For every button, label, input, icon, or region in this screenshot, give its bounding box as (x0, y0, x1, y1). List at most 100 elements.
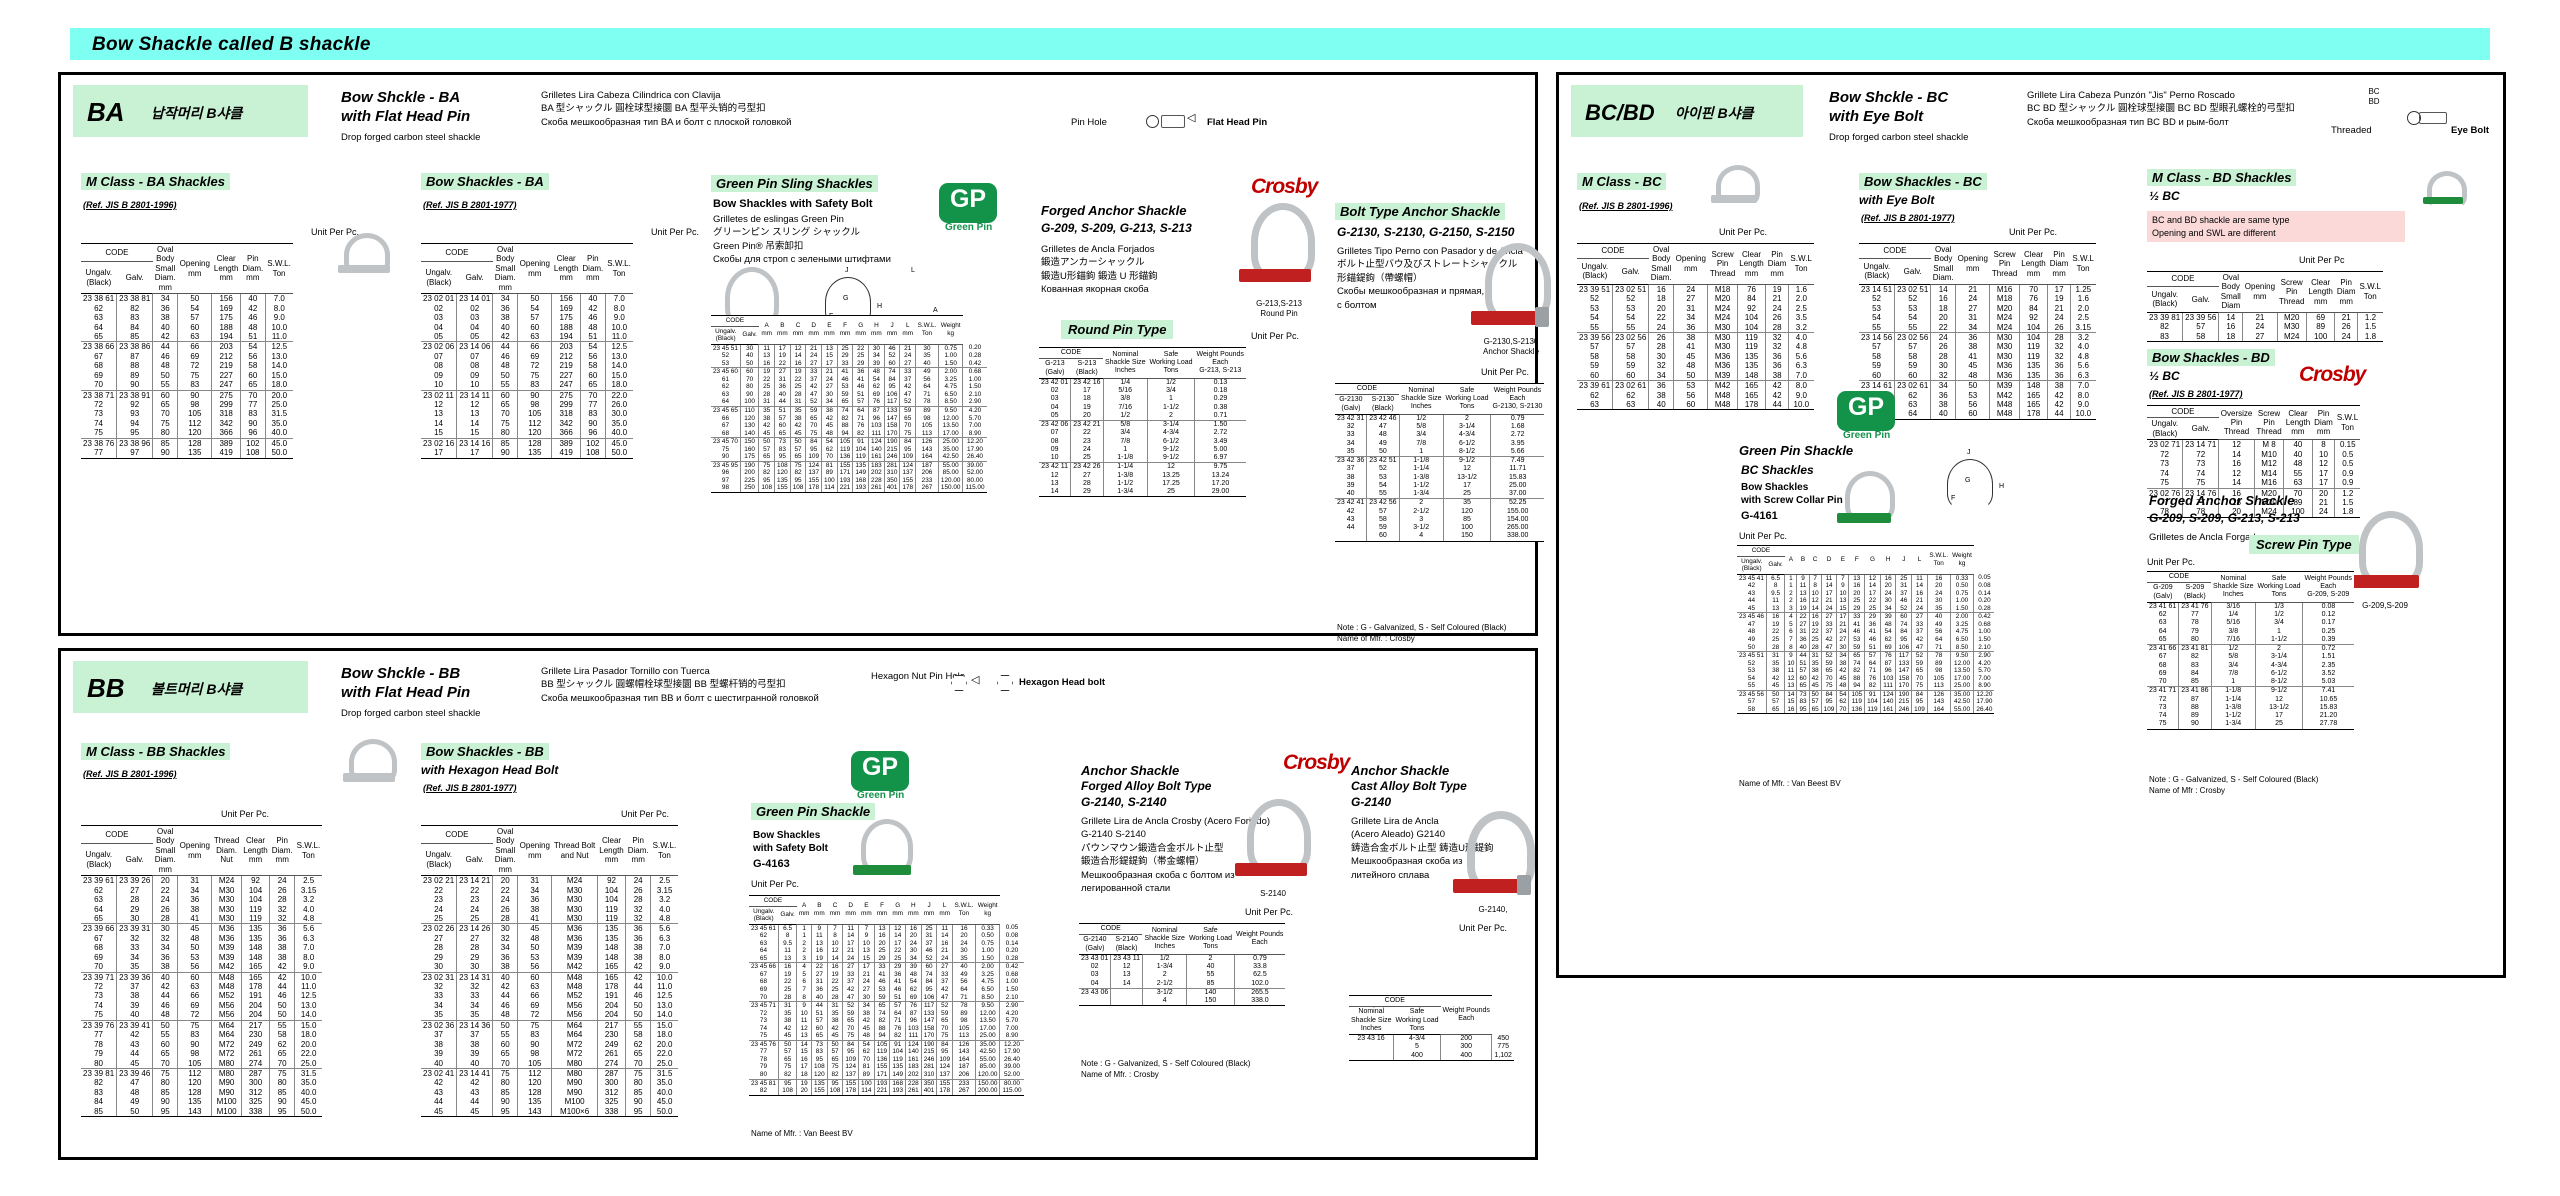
table-cell: 78 (2178, 619, 2211, 628)
table-cell: 33 (842, 970, 859, 979)
table-cell: 165 (2018, 390, 2048, 400)
table-cell: 23 02 61 (1894, 380, 1931, 391)
table-row: 53 53 18 27 M20 84 21 2.0 (1859, 303, 2096, 314)
table-cell: M48 (551, 982, 598, 992)
table-cell: 28 (1765, 322, 1789, 333)
table-cell: 90 (492, 448, 518, 459)
table-cell: 9.0 (264, 313, 293, 323)
table-cell: 3-1/2 (1141, 987, 1187, 997)
table-cell: 23 14 01 (456, 293, 493, 304)
table-cell: 318 (551, 409, 581, 419)
table-cell: 85 (152, 1087, 178, 1098)
table-cell: 70 (152, 1058, 178, 1069)
table-row: 23 38 61 23 38 81 34 50 156 40 7.0 (81, 293, 293, 304)
table-cell: 109 (899, 453, 916, 462)
table-cell: 37 (842, 978, 859, 987)
table-cell: 204 (596, 1010, 626, 1021)
table-cell: 50.0 (604, 448, 633, 459)
table-cell: 1-3/4 (1102, 488, 1148, 498)
table-cell: 16 (1765, 612, 1785, 621)
table-cell: 51 (1864, 643, 1881, 652)
table-cell: 165 (2018, 400, 2048, 410)
table-cell: 41 (517, 913, 552, 924)
table-cell: 41 (177, 913, 212, 924)
table-cell: M14 (2253, 468, 2284, 479)
table-cell: 70 (94, 962, 104, 972)
table-cell: 75 (2160, 478, 2170, 488)
table-cell: 342 (551, 418, 581, 429)
table-cell: 60 (1894, 370, 1931, 381)
table-cell: 31 (777, 1001, 797, 1010)
table-cell: 13 (796, 1032, 812, 1041)
table-cell: 89 (2283, 497, 2313, 508)
table-cell: 70 (579, 389, 606, 400)
gp-sling-subtitle: Bow Shackles with Safety Bolt (713, 198, 873, 210)
table-cell: 85 (1186, 979, 1235, 989)
table-cell: 29 (889, 962, 906, 971)
gp-collar-subtitle2: Bow Shackles with Screw Collar Pin (1741, 482, 1843, 506)
table-cell: 16 (905, 924, 922, 933)
table-cell: 50 (152, 1019, 178, 1031)
table-cell: 57 (517, 313, 552, 323)
table-cell: 70 (858, 1055, 875, 1064)
table-cell: 108 (789, 484, 806, 494)
table-cell: M24 (1707, 303, 1738, 314)
table-cell: 190 (1895, 689, 1912, 699)
table-cell: 72 (517, 361, 552, 371)
table-cell: M30 (1707, 342, 1738, 352)
table-cell: 1 (1398, 447, 1444, 457)
table-cell: 3.15 (2069, 322, 2096, 333)
forged-bc-pin-type: Screw Pin Type (2249, 535, 2359, 554)
table-cell: 29 (116, 904, 153, 914)
table-cell: 33 (1911, 620, 1928, 629)
table-cell: M90 (551, 1078, 598, 1088)
table-cell: 155 (836, 460, 853, 470)
table-cell: 10 (796, 1009, 812, 1018)
col-header: Galv. (740, 325, 759, 345)
col-group-code: CODE (421, 242, 493, 263)
table-cell: 2 (1784, 597, 1797, 605)
table-cell: 50 (1955, 380, 1990, 391)
table-cell: 24 (936, 954, 953, 963)
table-cell: 80.00 (999, 1078, 1024, 1088)
table-cell: 119 (240, 913, 270, 924)
table-cell: 1 (1784, 574, 1797, 583)
table-cell: 10 (1784, 659, 1797, 668)
table-cell: 14 (789, 352, 806, 360)
col-header: Pin Diam. mm (625, 824, 651, 877)
table-cell: 312 (596, 1087, 626, 1098)
table-cell: 135 (889, 1063, 906, 1072)
table-cell: 104 (1736, 322, 1766, 333)
table-cell: 40 (1926, 612, 1951, 621)
table-cell: 31 (789, 398, 806, 407)
table-cell: 90 (152, 1097, 178, 1107)
table-cell: 56 (517, 962, 552, 973)
table-cell: 20 (1930, 313, 1956, 323)
col-header: Safe Working Load Tons (1147, 347, 1195, 379)
table-cell: 300 (1440, 1043, 1492, 1052)
table-cell: 76 (905, 1001, 922, 1010)
table-cell: 95 (936, 1048, 953, 1056)
table-cell: 65 (579, 380, 606, 391)
table-cell: 55 (1747, 682, 1755, 690)
col-header: Oval Body Small Diam. mm (492, 824, 518, 877)
table-cell: 2 (1186, 954, 1235, 963)
table-cell: M100 (211, 1106, 242, 1118)
table-cell: 42 (152, 982, 178, 992)
table-cell: 63 (1894, 400, 1931, 410)
col-header: Ungalv. (Black) (1577, 257, 1613, 285)
table-cell: 73 (2182, 459, 2219, 469)
table-cell: 5 (1784, 620, 1797, 629)
table-cell: 7 (796, 986, 812, 994)
table-cell: 25 (836, 344, 853, 353)
table-row: 08 23 7/8 6-1/2 3.49 (1039, 437, 1246, 446)
table-cell: 74 (836, 406, 853, 415)
table-cell: 63 (2158, 619, 2167, 627)
table-cell: 83 (517, 1030, 552, 1040)
table-cell: M64 (211, 1030, 242, 1040)
table-cell: 45 (1955, 361, 1990, 371)
table-cell: 287 (240, 1067, 270, 1079)
table-cell: 1.00 (1949, 597, 1974, 605)
table-cell: 287 (596, 1067, 626, 1079)
